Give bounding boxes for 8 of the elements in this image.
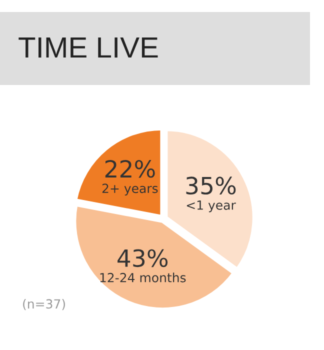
data-label: 43% xyxy=(118,249,168,268)
chart-title: TIME LIVE xyxy=(18,37,158,58)
slice-label: <1 year xyxy=(186,200,236,212)
data-label: 35% xyxy=(186,176,236,195)
text: (n=37) xyxy=(23,298,65,310)
data-label: 22% xyxy=(105,160,155,178)
slice-label: 2+ years xyxy=(102,184,158,196)
slice-label: 12-24 months xyxy=(100,272,186,282)
